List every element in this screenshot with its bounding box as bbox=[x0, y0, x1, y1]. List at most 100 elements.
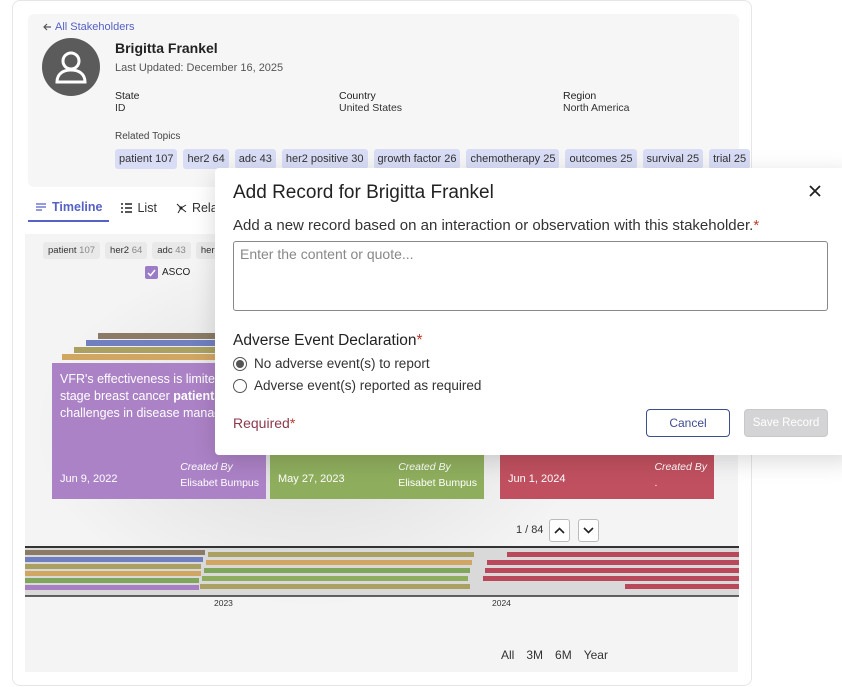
card-line: stage breast cancer patients, bbox=[60, 388, 265, 405]
field-label: Country bbox=[339, 90, 376, 102]
range-button[interactable]: Year bbox=[583, 648, 608, 662]
checkbox-box[interactable] bbox=[145, 266, 158, 279]
card-author: . bbox=[654, 477, 658, 489]
range-button[interactable]: 6M bbox=[555, 648, 572, 662]
pager-current: 1 bbox=[516, 524, 523, 536]
created-by-label: Created By bbox=[654, 461, 707, 473]
topic-list: patient 107 her2 64 adc 43 her2 positive 30… bbox=[115, 149, 751, 169]
topic-count: 107 bbox=[155, 153, 174, 165]
tab-icon bbox=[36, 203, 46, 211]
topic-chip[interactable]: chemotherapy 25 bbox=[466, 149, 560, 169]
avatar-icon bbox=[55, 51, 87, 84]
radio-option[interactable]: No adverse event(s) to report bbox=[233, 356, 430, 371]
required-mark: * bbox=[289, 415, 296, 431]
prompt-text: Add a new record based on an interaction… bbox=[233, 217, 754, 234]
dialog-prompt: Add a new record based on an interaction… bbox=[233, 217, 759, 234]
topic-chip[interactable]: trial 25 bbox=[709, 149, 751, 169]
radio-circle[interactable] bbox=[233, 356, 247, 371]
add-record-dialog: Add Record for Brigitta Frankel Add a ne… bbox=[215, 168, 842, 455]
card-author: Elisabet Bumpus bbox=[398, 477, 477, 489]
topic-chip[interactable]: outcomes 25 bbox=[565, 149, 637, 169]
card-line-text: VFR's effectiveness is limited bbox=[60, 372, 222, 386]
card-date: Jun 1, 2024 bbox=[508, 473, 566, 485]
overview-band bbox=[202, 576, 468, 581]
card-creator: Created By Elisabet Bumpus bbox=[398, 459, 477, 491]
profile-field: Region North America bbox=[563, 90, 630, 114]
topic-name: patient bbox=[119, 153, 153, 165]
card-line: challenges in disease manage bbox=[60, 405, 265, 422]
topic-chip[interactable]: growth factor 26 bbox=[373, 149, 461, 169]
card-text: VFR's effectiveness is limited stage brea… bbox=[60, 371, 265, 422]
range-button[interactable]: 3M bbox=[526, 648, 544, 662]
tab-label: Timeline bbox=[52, 200, 103, 214]
prev-button[interactable] bbox=[549, 519, 570, 542]
topic-name: chemotherapy bbox=[470, 153, 541, 165]
profile-field: State ID bbox=[115, 90, 140, 114]
overview-band bbox=[204, 568, 470, 573]
overview-band bbox=[507, 552, 739, 557]
filter-chip[interactable]: her2 64 bbox=[105, 242, 148, 259]
year-label: 2024 bbox=[492, 598, 511, 608]
close-button[interactable] bbox=[809, 185, 821, 197]
input-placeholder: Enter the content or quote... bbox=[240, 246, 414, 262]
back-text[interactable]: All Stakeholders bbox=[55, 21, 135, 33]
pager-separator: / bbox=[525, 524, 529, 536]
cancel-button[interactable]: Cancel bbox=[646, 409, 730, 437]
field-label: Region bbox=[563, 90, 597, 102]
overview-band bbox=[25, 578, 199, 583]
overview-band bbox=[25, 585, 199, 590]
overview-band bbox=[485, 568, 739, 573]
dialog-title: Add Record for Brigitta Frankel bbox=[233, 182, 494, 203]
topic-chip[interactable]: her2 positive 30 bbox=[281, 149, 368, 169]
topic-chip[interactable]: survival 25 bbox=[642, 149, 704, 169]
topic-name: her2 bbox=[187, 153, 210, 165]
topic-count: 64 bbox=[212, 153, 225, 165]
filter-checkbox[interactable]: ASCO bbox=[145, 266, 190, 279]
card-line-text: challenges in disease manage bbox=[60, 406, 229, 420]
card-author: Elisabet Bumpus bbox=[180, 477, 259, 489]
next-button[interactable] bbox=[578, 519, 599, 542]
topic-name: her2 positive bbox=[285, 153, 349, 165]
tab[interactable]: Timeline bbox=[28, 194, 110, 222]
field-value: United States bbox=[339, 102, 403, 114]
card-date: Jun 9, 2022 bbox=[60, 473, 118, 485]
radio-option[interactable]: Adverse event(s) reported as required bbox=[233, 378, 481, 393]
card-date: May 27, 2023 bbox=[278, 473, 345, 485]
filter-chip[interactable]: patient 107 bbox=[43, 242, 101, 259]
topic-chip[interactable]: her2 64 bbox=[183, 149, 229, 169]
save-button: Save Record bbox=[744, 409, 828, 437]
pager-total: 84 bbox=[531, 524, 544, 536]
content-input[interactable]: Enter the content or quote... bbox=[233, 241, 828, 311]
related-topics-label: Related Topics bbox=[115, 131, 181, 142]
range-buttons: All 3M 6M Year bbox=[495, 645, 614, 665]
topic-chip[interactable]: adc 43 bbox=[234, 149, 276, 169]
tab-bar: TimelineListRelation bbox=[28, 194, 245, 222]
topic-count: 25 bbox=[620, 153, 633, 165]
filter-name: her2 bbox=[110, 245, 130, 256]
filter-count: 107 bbox=[79, 245, 96, 256]
created-by-label: Created By bbox=[398, 461, 451, 473]
card-line: VFR's effectiveness is limited bbox=[60, 371, 265, 388]
range-button[interactable]: All bbox=[501, 648, 515, 662]
filter-chip[interactable]: adc 43 bbox=[152, 242, 191, 259]
tab[interactable]: List bbox=[113, 194, 163, 222]
overview-band bbox=[200, 584, 470, 589]
field-value: North America bbox=[563, 102, 630, 114]
record-card[interactable]: VFR's effectiveness is limited stage brea… bbox=[52, 363, 266, 499]
section-text: Adverse Event Declaration bbox=[233, 332, 417, 349]
required-text: Required bbox=[233, 415, 290, 431]
topic-chip[interactable]: patient 107 bbox=[115, 149, 178, 169]
tab-icon bbox=[176, 203, 187, 214]
card-line-bold: patients, bbox=[173, 389, 225, 403]
topic-count: 25 bbox=[543, 153, 556, 165]
topic-name: growth factor bbox=[377, 153, 442, 165]
year-label: 2023 bbox=[214, 598, 233, 608]
overview-band bbox=[487, 560, 739, 565]
filter-name: adc bbox=[157, 245, 173, 256]
topic-count: 30 bbox=[351, 153, 364, 165]
topic-name: trial bbox=[713, 153, 731, 165]
topic-name: adc bbox=[238, 153, 257, 165]
back-link[interactable]: All Stakeholders bbox=[43, 21, 135, 33]
radio-circle[interactable] bbox=[233, 378, 247, 393]
